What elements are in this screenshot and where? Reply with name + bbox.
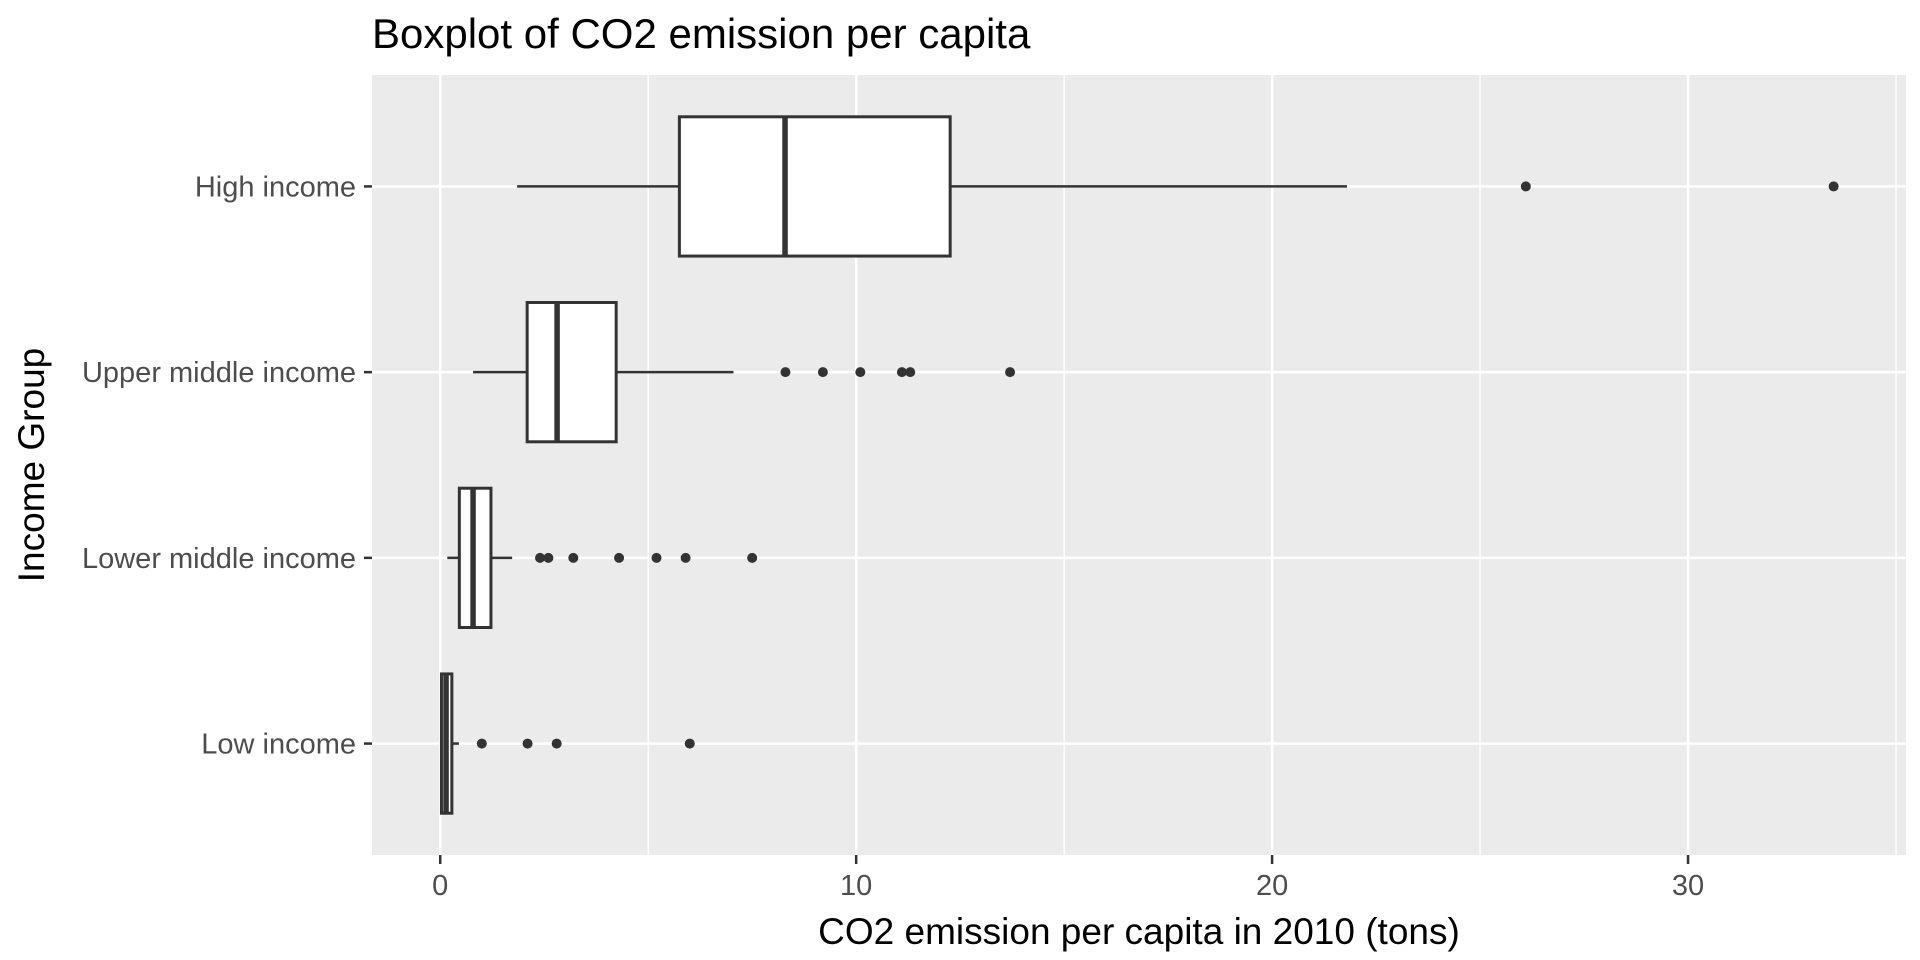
outlier-lower-middle-income-1 bbox=[543, 552, 554, 563]
outlier-lower-middle-income-4 bbox=[651, 552, 662, 563]
box-high-income bbox=[677, 115, 952, 258]
axis-layer: 0 10 20 30 High income Upper middle income Low… bbox=[82, 171, 1704, 902]
outlier-upper-middle-income-1 bbox=[817, 367, 828, 378]
outlier-high-income-0 bbox=[1520, 181, 1531, 192]
x-tick-label-0: 0 bbox=[432, 870, 448, 902]
outlier-low-income-0 bbox=[476, 738, 487, 749]
outlier-lower-middle-income-0 bbox=[535, 552, 546, 563]
x-tick-label-30: 30 bbox=[1672, 870, 1704, 902]
outlier-upper-middle-income-2 bbox=[855, 367, 866, 378]
outlier-lower-middle-income-2 bbox=[568, 552, 579, 563]
y-axis-title: Income Group bbox=[11, 348, 52, 582]
outlier-upper-middle-income-0 bbox=[780, 367, 791, 378]
outlier-low-income-1 bbox=[522, 738, 533, 749]
panel-background bbox=[372, 75, 1906, 855]
outlier-lower-middle-income-3 bbox=[614, 552, 625, 563]
x-tick-label-20: 20 bbox=[1256, 870, 1288, 902]
plot-area bbox=[372, 75, 1906, 855]
outlier-low-income-3 bbox=[684, 738, 695, 749]
x-axis-title: CO2 emission per capita in 2010 (tons) bbox=[818, 911, 1460, 952]
y-tick-label-low-income: Low income bbox=[201, 729, 356, 761]
outlier-upper-middle-income-3 bbox=[896, 367, 907, 378]
outlier-lower-middle-income-5 bbox=[680, 552, 691, 563]
outlier-lower-middle-income-6 bbox=[747, 552, 758, 563]
outlier-upper-middle-income-4 bbox=[905, 367, 916, 378]
outlier-upper-middle-income-5 bbox=[1005, 367, 1016, 378]
outlier-high-income-1 bbox=[1828, 181, 1839, 192]
y-tick-label-lower-middle-income: Lower middle income bbox=[82, 543, 356, 575]
y-tick-label-high-income: High income bbox=[195, 171, 356, 203]
x-tick-label-10: 10 bbox=[840, 870, 872, 902]
y-tick-label-upper-middle-income: Upper middle income bbox=[82, 357, 356, 389]
box-upper-middle-income bbox=[525, 301, 618, 444]
outlier-low-income-2 bbox=[551, 738, 562, 749]
chart-title: Boxplot of CO2 emission per capita bbox=[372, 10, 1031, 57]
